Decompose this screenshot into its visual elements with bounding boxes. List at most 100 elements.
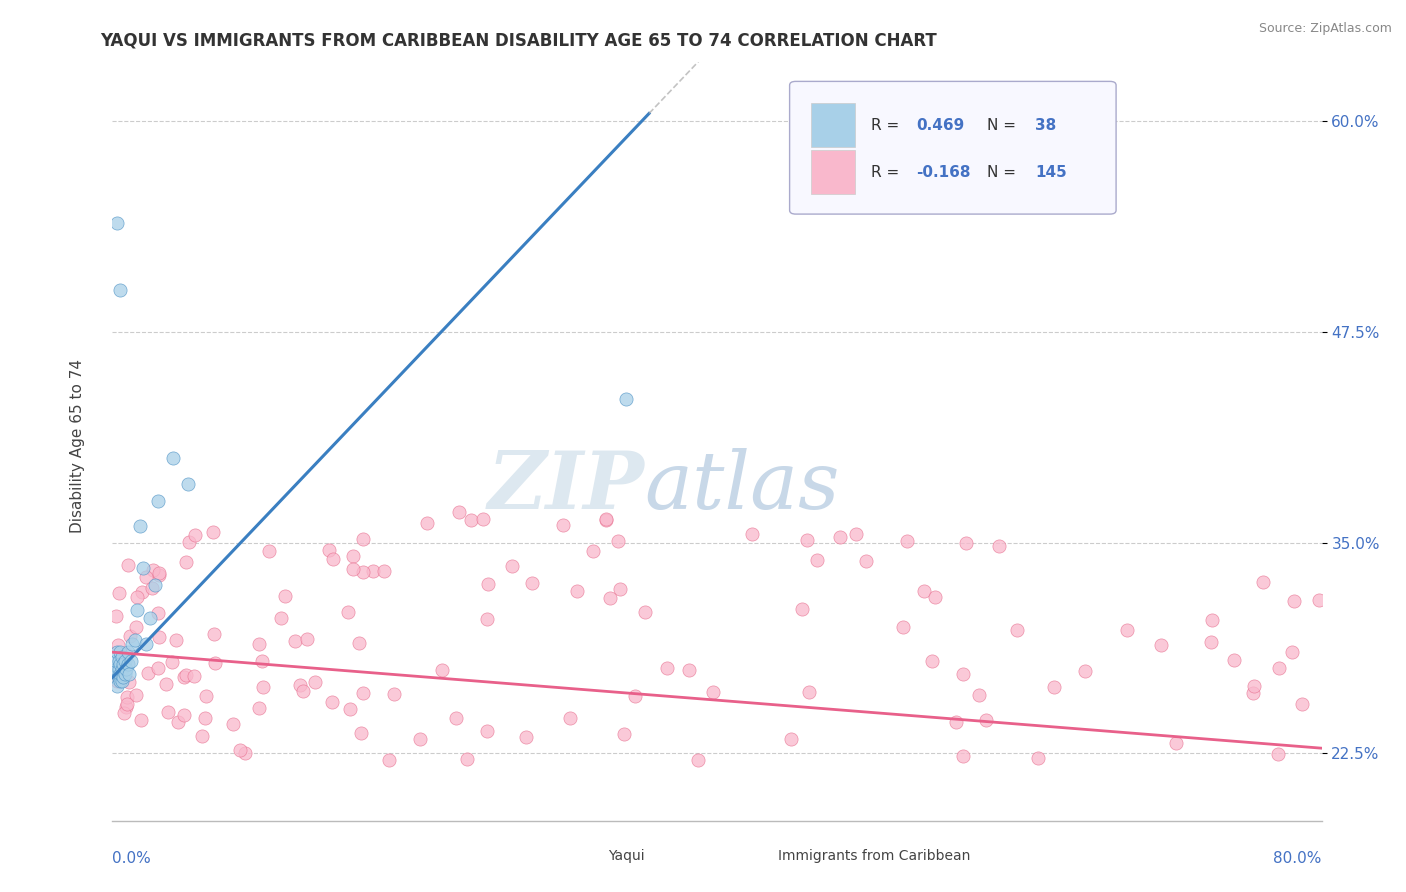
Point xyxy=(1291,697,1313,711)
Point xyxy=(107,662,129,676)
Point xyxy=(128,518,150,533)
Point xyxy=(1150,638,1173,652)
Point xyxy=(460,513,482,527)
Point xyxy=(595,512,617,526)
Point xyxy=(114,647,136,661)
Point xyxy=(613,727,636,741)
Point xyxy=(702,685,724,699)
Point xyxy=(607,534,630,549)
Point xyxy=(179,535,201,549)
Point xyxy=(1043,680,1066,694)
Point xyxy=(342,549,364,563)
Point xyxy=(112,706,135,720)
Point xyxy=(167,715,190,730)
Text: 145: 145 xyxy=(1035,165,1067,180)
Point xyxy=(104,662,127,676)
Point xyxy=(177,476,200,491)
Point xyxy=(110,673,132,688)
Point xyxy=(284,634,307,648)
Point xyxy=(146,493,169,508)
Point xyxy=(132,561,155,575)
Point xyxy=(136,666,159,681)
Point xyxy=(912,584,935,599)
Point xyxy=(112,670,135,684)
Point xyxy=(108,645,131,659)
Point xyxy=(1115,624,1137,638)
Point xyxy=(117,690,139,704)
Point xyxy=(104,654,127,668)
Point xyxy=(160,656,183,670)
Point xyxy=(845,527,868,541)
Point xyxy=(558,711,581,725)
Point xyxy=(107,638,129,652)
Point xyxy=(352,533,374,547)
Point xyxy=(921,654,943,668)
Point xyxy=(741,526,763,541)
Point xyxy=(799,685,821,699)
Point xyxy=(118,667,141,681)
Point xyxy=(565,584,588,599)
Point xyxy=(107,673,129,688)
Text: R =: R = xyxy=(870,165,904,180)
Point xyxy=(142,563,165,577)
Point xyxy=(121,637,143,651)
Point xyxy=(779,731,801,746)
Point xyxy=(447,505,470,519)
Point xyxy=(352,565,374,579)
Point xyxy=(456,752,478,766)
Point xyxy=(105,645,128,659)
Point xyxy=(135,637,157,651)
Point xyxy=(616,392,638,407)
Point xyxy=(430,663,453,677)
Point xyxy=(125,591,148,605)
Point xyxy=(361,564,384,578)
Text: Source: ZipAtlas.com: Source: ZipAtlas.com xyxy=(1258,22,1392,36)
Point xyxy=(634,605,657,619)
Point xyxy=(274,589,297,603)
Point xyxy=(124,620,146,634)
Point xyxy=(520,575,543,590)
Point xyxy=(349,636,371,650)
Text: 0.0%: 0.0% xyxy=(112,851,152,866)
Point xyxy=(131,584,153,599)
Point xyxy=(117,657,139,671)
Point xyxy=(472,512,495,526)
Point xyxy=(806,553,828,567)
FancyBboxPatch shape xyxy=(569,844,600,869)
Text: 38: 38 xyxy=(1035,118,1056,133)
Point xyxy=(1308,593,1330,607)
Point xyxy=(624,690,647,704)
Point xyxy=(322,551,344,566)
Point xyxy=(141,582,163,596)
Point xyxy=(229,742,252,756)
Point xyxy=(924,591,946,605)
Point xyxy=(201,525,224,540)
Point xyxy=(129,714,152,728)
Point xyxy=(259,544,281,558)
Point xyxy=(955,535,977,549)
Point xyxy=(292,683,315,698)
Point xyxy=(595,513,617,527)
Point xyxy=(1223,653,1246,667)
Point xyxy=(477,724,499,739)
Text: 80.0%: 80.0% xyxy=(1274,851,1322,866)
Text: 0.469: 0.469 xyxy=(917,118,965,133)
Point xyxy=(1282,594,1305,608)
Point xyxy=(988,539,1011,553)
Point xyxy=(165,633,187,648)
Point xyxy=(295,632,318,647)
Point xyxy=(515,730,537,744)
Point xyxy=(184,527,207,541)
Point xyxy=(115,697,138,711)
Point xyxy=(194,711,217,725)
Point xyxy=(124,633,146,648)
Point xyxy=(183,669,205,683)
Text: Yaqui: Yaqui xyxy=(609,848,645,863)
Point xyxy=(173,670,195,684)
Point xyxy=(247,701,270,715)
Point xyxy=(204,657,226,671)
Point xyxy=(143,578,166,592)
Point xyxy=(1166,736,1188,750)
Point xyxy=(855,554,877,568)
Point xyxy=(945,714,967,729)
